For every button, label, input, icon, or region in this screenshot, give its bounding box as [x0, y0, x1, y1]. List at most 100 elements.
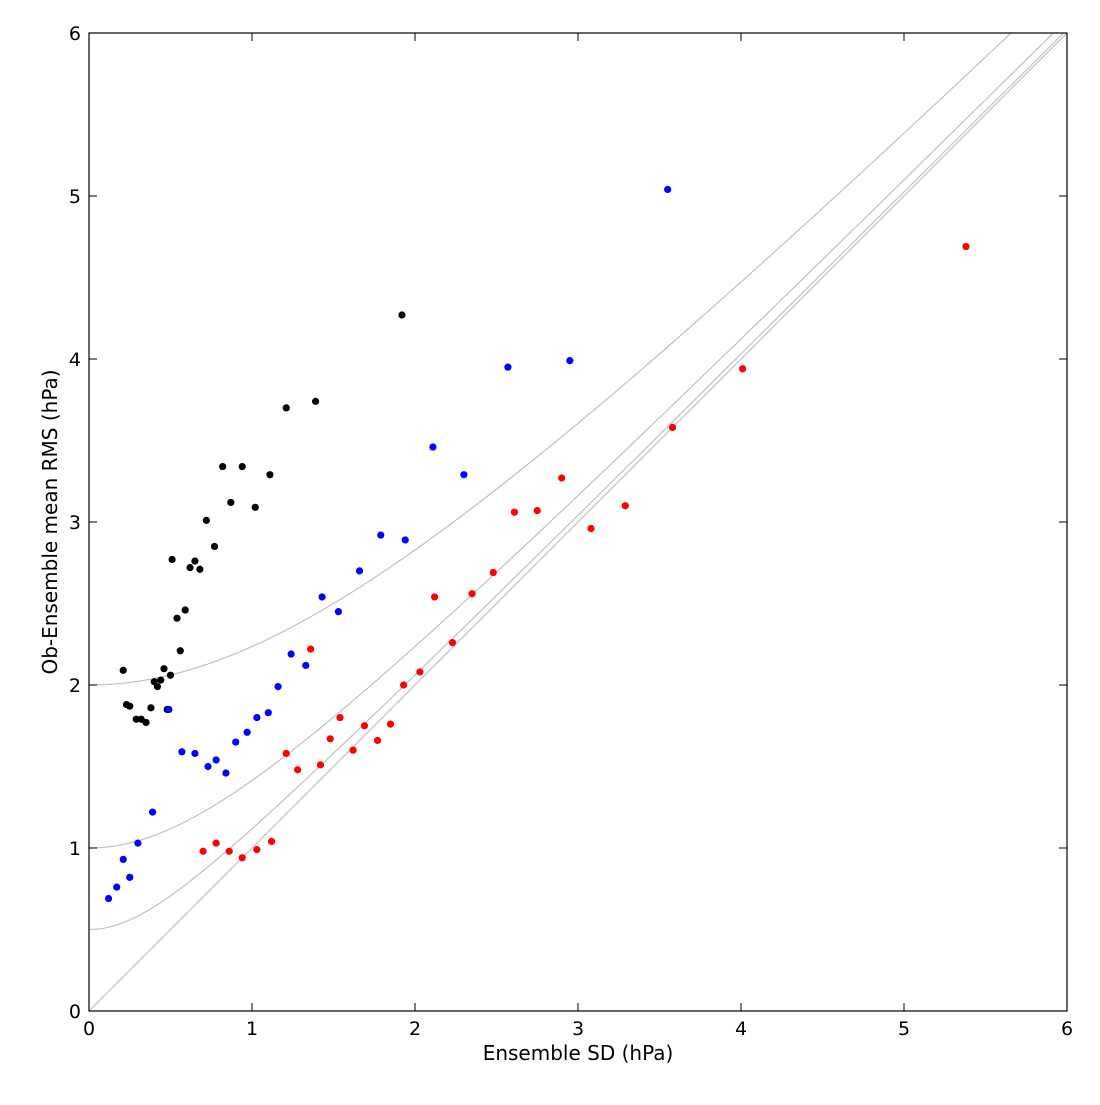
- data-point-s0-0: [119, 666, 127, 674]
- data-point-s1-10: [212, 756, 220, 764]
- data-point-s1-22: [377, 531, 385, 539]
- data-point-s1-25: [460, 471, 468, 479]
- data-point-s1-0: [104, 894, 113, 903]
- reference-curve-0: [88, 32, 1068, 1012]
- data-point-s0-14: [173, 614, 181, 622]
- data-point-s2-16: [399, 681, 408, 689]
- y-axis-label: Ob-Ensemble mean RMS (hPa): [38, 369, 62, 674]
- data-points: [104, 185, 970, 903]
- data-point-s0-5: [142, 718, 150, 727]
- data-point-s1-15: [264, 709, 272, 717]
- data-point-s1-28: [664, 185, 672, 194]
- data-point-s0-22: [219, 462, 227, 471]
- reference-curves: [88, 32, 1068, 1012]
- data-point-s0-27: [282, 404, 290, 412]
- data-point-s1-11: [222, 769, 230, 777]
- data-point-s0-2: [126, 702, 134, 710]
- data-point-s2-15: [386, 720, 395, 728]
- data-point-s0-9: [157, 676, 165, 684]
- x-tick-label: 5: [898, 1018, 910, 1040]
- data-point-s2-7: [294, 766, 302, 774]
- data-point-s1-5: [148, 808, 157, 816]
- data-point-s1-27: [566, 357, 574, 365]
- data-point-s0-21: [210, 542, 219, 551]
- data-point-s1-13: [243, 728, 251, 736]
- data-point-s2-26: [621, 502, 629, 510]
- y-tick-label: 6: [69, 23, 81, 45]
- data-point-s2-12: [349, 746, 357, 754]
- data-point-s2-9: [316, 761, 325, 769]
- data-point-s2-23: [533, 506, 541, 515]
- y-tick-label: 2: [69, 675, 81, 697]
- x-tick-label: 1: [246, 1018, 258, 1040]
- x-tick-label: 2: [409, 1018, 421, 1040]
- data-point-s2-29: [962, 242, 970, 251]
- reference-curve-1: [88, 32, 1065, 931]
- data-point-s2-13: [360, 722, 369, 730]
- data-point-s0-29: [398, 311, 406, 319]
- data-point-s1-3: [126, 873, 134, 881]
- data-point-s2-2: [225, 847, 233, 855]
- data-point-s0-13: [168, 555, 176, 564]
- data-point-s2-27: [668, 423, 677, 432]
- reference-curve-3: [88, 32, 1012, 686]
- y-tick-label: 1: [69, 838, 81, 860]
- data-point-s2-10: [326, 735, 334, 743]
- data-point-s0-12: [166, 671, 175, 679]
- data-point-s0-17: [186, 564, 194, 572]
- y-tick-label: 0: [69, 1001, 81, 1023]
- data-point-s2-25: [587, 524, 595, 533]
- data-point-s2-24: [558, 474, 566, 482]
- data-point-s0-6: [147, 704, 155, 712]
- data-point-s1-2: [119, 855, 127, 864]
- data-point-s1-18: [302, 661, 310, 670]
- data-point-s1-9: [204, 762, 212, 771]
- data-point-s1-1: [113, 883, 121, 891]
- x-tick-label: 6: [1061, 1018, 1073, 1040]
- data-point-s2-1: [212, 839, 220, 847]
- data-point-s2-19: [448, 639, 457, 647]
- data-point-s2-8: [307, 645, 315, 653]
- data-point-s0-20: [202, 516, 210, 524]
- data-point-s2-17: [416, 668, 424, 676]
- data-point-s2-28: [739, 365, 747, 373]
- x-tick-label: 3: [572, 1018, 584, 1040]
- data-point-s2-21: [489, 568, 497, 577]
- reference-curve-2: [88, 32, 1054, 849]
- data-point-s1-20: [334, 608, 342, 616]
- data-point-s0-26: [266, 471, 274, 479]
- y-tick-label: 3: [69, 512, 81, 534]
- data-point-s0-23: [227, 498, 235, 507]
- data-point-s0-8: [153, 683, 162, 691]
- data-point-s2-14: [373, 736, 382, 745]
- data-point-s0-10: [160, 665, 168, 673]
- data-point-s1-24: [429, 443, 437, 451]
- data-point-s1-6: [165, 705, 173, 714]
- data-point-s2-18: [430, 593, 439, 601]
- data-point-s1-23: [401, 536, 409, 544]
- data-point-s1-17: [287, 650, 295, 658]
- data-point-s1-7: [178, 748, 186, 756]
- data-point-s2-22: [510, 508, 519, 516]
- data-point-s2-5: [267, 837, 276, 846]
- x-tick-label: 4: [735, 1018, 747, 1040]
- data-point-s1-21: [355, 567, 364, 575]
- data-point-s1-14: [253, 714, 261, 722]
- data-point-s1-26: [504, 363, 512, 371]
- data-point-s2-11: [336, 714, 344, 722]
- data-point-s2-6: [282, 749, 290, 758]
- x-axis-label: Ensemble SD (hPa): [483, 1041, 674, 1065]
- x-tick-label: 0: [83, 1018, 95, 1040]
- data-point-s0-18: [191, 557, 199, 565]
- data-point-s0-19: [196, 565, 204, 573]
- data-point-s2-0: [199, 847, 207, 855]
- data-point-s1-16: [274, 683, 282, 691]
- data-point-s0-24: [238, 462, 246, 471]
- data-point-s1-4: [134, 839, 142, 847]
- data-point-s2-20: [468, 590, 476, 598]
- data-point-s2-4: [253, 846, 261, 854]
- axis-ticks: 0 1 2 3 4 5 6 0 1 2 3 4 5 6: [69, 23, 1073, 1040]
- data-point-s0-16: [181, 606, 189, 614]
